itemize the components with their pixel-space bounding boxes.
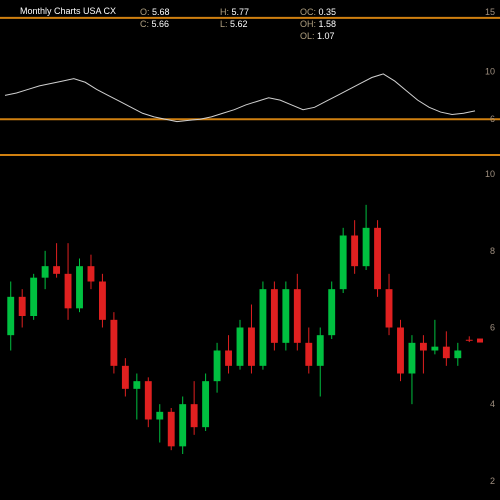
ohlc-readout: O: 5.68 H: 5.77 OC: 0.35 C: 5.66 L: 5.62… [140, 6, 460, 42]
svg-text:6: 6 [490, 114, 495, 124]
svg-text:2: 2 [490, 476, 495, 486]
chart-canvas[interactable]: 6 10 15 2 4 6 8 10 [0, 0, 500, 500]
svg-text:10: 10 [485, 67, 495, 77]
stock-chart[interactable]: Monthly Charts USA CX O: 5.68 H: 5.77 OC… [0, 0, 500, 500]
svg-text:15: 15 [485, 7, 495, 17]
svg-text:4: 4 [490, 399, 495, 409]
svg-text:6: 6 [490, 323, 495, 333]
svg-text:8: 8 [490, 246, 495, 256]
svg-text:10: 10 [485, 169, 495, 179]
chart-header: Monthly Charts USA CX O: 5.68 H: 5.77 OC… [20, 6, 480, 17]
chart-title: Monthly Charts USA CX [20, 6, 116, 16]
